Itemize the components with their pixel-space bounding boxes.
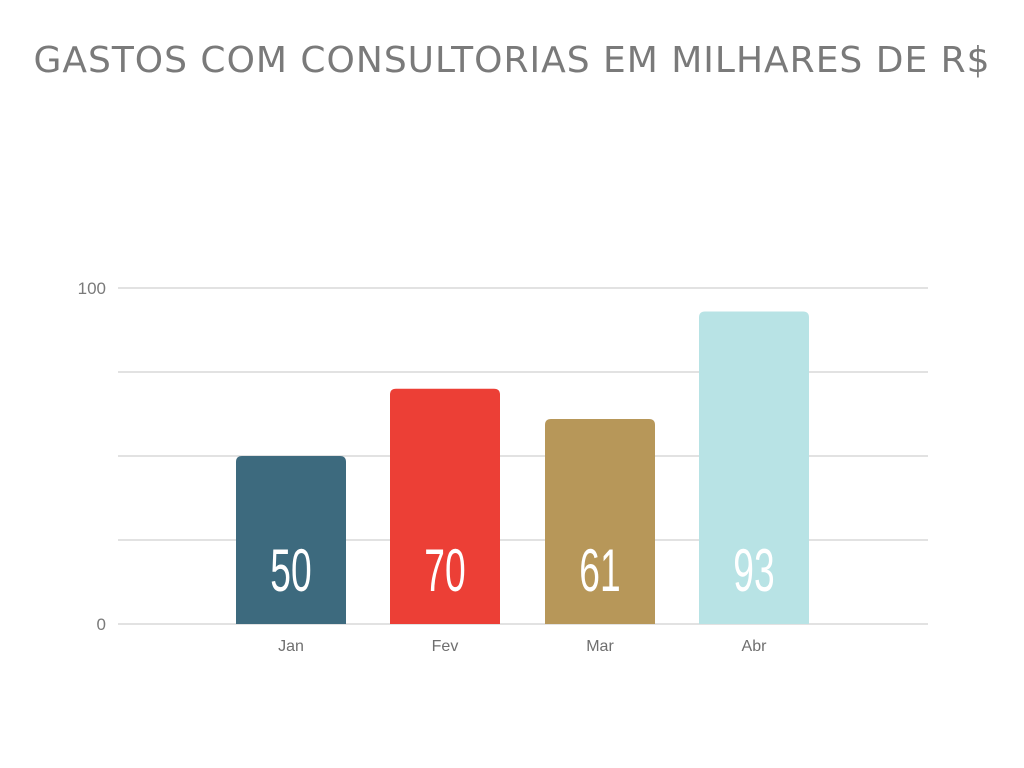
x-category-label: Mar	[586, 638, 614, 655]
bar-value-label: 93	[733, 537, 774, 604]
chart-title: GASTOS COM CONSULTORIAS EM MILHARES DE R…	[33, 40, 991, 81]
bar-value-label: 70	[424, 537, 465, 604]
y-tick-label: 0	[97, 615, 106, 634]
bar-jan	[236, 456, 346, 624]
bar-value-label: 61	[579, 537, 620, 604]
bar-abr	[699, 311, 809, 624]
bar-fev	[390, 388, 500, 624]
x-category-label: Jan	[278, 638, 304, 655]
y-tick-label: 100	[78, 279, 106, 298]
bar-mar	[545, 419, 655, 624]
x-category-label: Abr	[742, 638, 768, 655]
bar-value-label: 50	[270, 537, 311, 604]
x-category-label: Fev	[432, 638, 459, 655]
